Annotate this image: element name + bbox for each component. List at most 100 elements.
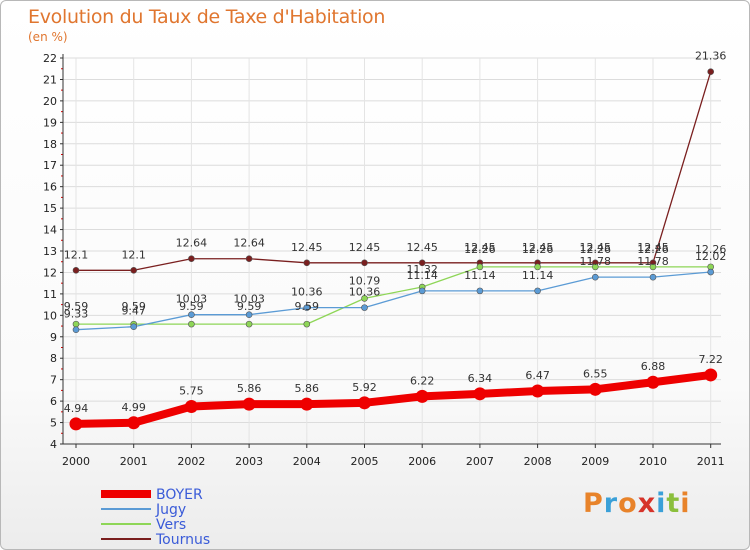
y-tick-label: 6 — [50, 395, 57, 408]
data-point-boyer — [704, 368, 718, 382]
data-point-boyer — [531, 384, 545, 398]
data-label-vers: 9.59 — [237, 300, 262, 313]
data-label-tournus: 12.45 — [349, 241, 381, 254]
data-labels: 12.1 12.112.64 12.64 12.45 12.45 12.45 12.45 12… — [64, 50, 727, 415]
data-label-tournus: 12.45 — [406, 241, 438, 254]
data-point-jugy — [649, 273, 657, 281]
data-label-jugy: 9.47 — [121, 305, 146, 318]
data-point-tournus — [245, 255, 253, 263]
chart-title: Evolution du Taux de Taxe d'Habitation — [28, 6, 386, 28]
data-label-vers: 11.32 — [406, 263, 438, 276]
data-label-jugy: 10.03 — [233, 293, 265, 306]
x-tick-label: 2009 — [581, 455, 609, 468]
x-tick-label: 2005 — [351, 455, 379, 468]
data-label-jugy: 11.78 — [637, 255, 669, 268]
data-point-vers — [303, 320, 311, 328]
x-tick-label: 2011 — [697, 455, 725, 468]
data-point-jugy — [245, 311, 253, 318]
data-label-jugy: 11.78 — [580, 255, 612, 268]
data-label-boyer: 6.88 — [641, 360, 666, 373]
logo-letter: i — [680, 488, 691, 519]
x-tick-label: 2008 — [524, 455, 552, 468]
data-label-jugy: 10.03 — [176, 293, 208, 306]
data-label-vers: 10.79 — [349, 274, 381, 287]
x-axis-ticks: 2000 2001 2002 2003 2004 2005 2006 2007 2008 2009… — [62, 455, 725, 468]
data-label-jugy: 12.02 — [695, 250, 727, 263]
y-tick-label: 22 — [43, 52, 57, 65]
x-tick-label: 2003 — [235, 455, 263, 468]
series-layer — [69, 68, 718, 431]
data-point-boyer — [646, 375, 660, 389]
y-tick-label: 9 — [50, 331, 57, 344]
data-point-vers — [72, 320, 80, 328]
data-point-jugy — [418, 287, 426, 295]
data-label-vers: 9.59 — [121, 300, 146, 313]
data-point-jugy — [476, 287, 484, 295]
data-label-tournus: 21.36 — [695, 50, 727, 63]
data-point-jugy — [303, 304, 311, 311]
logo-letter: x — [637, 488, 657, 519]
data-point-vers — [591, 263, 599, 271]
y-tick-label: 13 — [43, 245, 57, 258]
data-label-vers: 9.59 — [179, 300, 204, 313]
data-point-boyer — [415, 389, 429, 403]
data-point-jugy — [534, 287, 541, 295]
data-label-boyer: 6.34 — [468, 372, 493, 385]
y-tick-label: 8 — [50, 352, 57, 365]
data-point-vers — [361, 295, 368, 302]
data-label-vers: 9.59 — [295, 300, 320, 313]
legend-label-vers: Vers — [156, 517, 186, 533]
series-line-jugy — [75, 271, 711, 331]
data-label-boyer: 6.22 — [410, 374, 435, 387]
data-point-boyer — [300, 397, 314, 411]
y-tick-label: 4 — [50, 438, 57, 451]
data-point-boyer — [127, 416, 141, 430]
y-tick-label: 17 — [43, 159, 57, 172]
data-point-tournus — [130, 266, 137, 274]
logo-letter: t — [666, 488, 681, 519]
data-label-boyer: 6.47 — [525, 369, 550, 382]
data-label-jugy: 10.36 — [349, 286, 381, 299]
data-label-vers: 12.26 — [637, 243, 669, 256]
data-label-tournus: 12.45 — [464, 241, 496, 254]
data-point-jugy — [361, 304, 368, 311]
series-line-boyer — [75, 370, 712, 428]
data-label-tournus: 12.45 — [522, 241, 554, 254]
data-label-vers: 12.26 — [695, 243, 727, 256]
data-label-vers: 9.59 — [64, 300, 89, 313]
data-label-boyer: 6.55 — [583, 367, 608, 380]
y-tick-label: 21 — [43, 73, 57, 86]
data-point-vers — [534, 263, 541, 271]
x-tick-label: 2007 — [466, 455, 494, 468]
data-point-jugy — [72, 326, 80, 334]
data-point-boyer — [184, 399, 198, 413]
data-label-tournus: 12.1 — [64, 248, 89, 261]
grid — [63, 57, 721, 445]
y-tick-label: 19 — [43, 116, 57, 129]
data-point-tournus — [303, 259, 311, 267]
data-label-boyer: 4.94 — [64, 402, 89, 415]
chart-unit: (en %) — [28, 30, 68, 44]
y-tick-label: 12 — [43, 266, 57, 279]
data-point-tournus — [188, 255, 195, 263]
data-point-jugy — [188, 311, 195, 318]
y-tick-label: 16 — [43, 181, 57, 194]
axes — [60, 54, 721, 448]
data-label-jugy: 11.14 — [464, 269, 496, 282]
data-point-boyer — [588, 382, 602, 396]
y-axis-ticks: 4 5 6 7 8 9 10 11 12 13 14 15 16 17 18 19 20 21 22 — [43, 52, 57, 451]
logo-letter: r — [603, 488, 619, 519]
y-tick-label: 15 — [43, 202, 57, 215]
y-tick-label: 10 — [43, 309, 57, 322]
x-tick-label: 2010 — [639, 455, 667, 468]
y-tick-label: 11 — [43, 288, 57, 301]
data-label-jugy: 11.14 — [406, 269, 438, 282]
legend-label-tournus: Tournus — [155, 532, 210, 548]
y-tick-label: 14 — [43, 224, 57, 237]
data-label-boyer: 5.92 — [352, 381, 377, 394]
data-point-tournus — [361, 259, 368, 267]
y-tick-label: 18 — [43, 138, 57, 151]
data-label-tournus: 12.1 — [121, 248, 146, 261]
